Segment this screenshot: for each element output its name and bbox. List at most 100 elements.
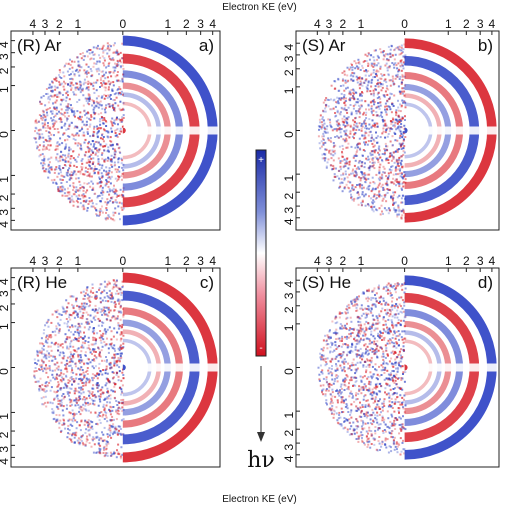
axis-title-bottom: Electron KE (eV) [222,494,297,505]
side-tick-d-0: 4 [282,281,296,288]
photon-arrow: hν [247,366,275,473]
top-tick-d-4: 0 [401,254,408,268]
top-tick-c-7: 3 [197,254,204,268]
side-tick-b-6: 2 [282,193,296,200]
side-tick-d-2: 2 [282,306,296,313]
noise-half-a [33,42,125,222]
side-tick-c-2: 2 [0,304,11,311]
top-tick-a-0: 4 [30,17,37,31]
top-tick-a-3: 1 [75,17,82,31]
top-tick-c-3: 1 [75,254,82,268]
top-tick-b-7: 3 [477,17,484,31]
panel-sample-d: (S) He [302,273,351,292]
top-tick-b-8: 4 [489,17,496,31]
photon-label: hν [247,448,275,473]
side-tick-d-7: 3 [282,443,296,450]
top-tick-b-4: 0 [401,17,408,31]
top-tick-b-3: 1 [358,17,365,31]
ring-half-b [404,38,499,223]
panel-letter-a: a) [199,36,214,55]
side-tick-b-1: 3 [282,55,296,62]
top-tick-a-7: 3 [197,17,204,31]
side-tick-b-0: 4 [282,44,296,51]
top-tick-a-2: 2 [56,17,63,31]
top-tick-c-4: 0 [119,254,126,268]
top-tick-c-6: 2 [183,254,190,268]
top-tick-c-2: 2 [56,254,63,268]
side-tick-b-2: 2 [282,69,296,76]
noise-half-c [33,279,125,460]
side-tick-c-0: 4 [0,278,11,285]
panel-sample-b: (S) Ar [302,36,346,55]
top-tick-b-5: 1 [445,17,452,31]
side-tick-d-5: 1 [282,411,296,418]
colorbar-gradient [255,149,267,357]
top-tick-d-0: 4 [314,254,321,268]
side-tick-a-4: 0 [0,131,11,138]
side-tick-c-4: 0 [0,368,11,375]
side-tick-d-8: 4 [282,455,296,462]
side-tick-b-4: 0 [282,131,296,138]
top-tick-a-8: 4 [209,17,216,31]
top-tick-d-7: 3 [477,254,484,268]
side-tick-a-3: 1 [0,86,11,93]
top-tick-b-1: 3 [326,17,333,31]
top-tick-c-5: 1 [164,254,171,268]
top-tick-d-6: 2 [463,254,470,268]
panel-letter-c: c) [200,273,214,292]
side-tick-a-2: 2 [0,67,11,74]
panel-sample-a: (R) Ar [17,36,62,55]
top-tick-d-1: 3 [326,254,333,268]
colorbar: + - [255,149,267,357]
panel-letter-b: b) [478,36,493,55]
ring-half-a [122,35,220,226]
noise-half-d [317,282,407,456]
top-tick-a-6: 2 [183,17,190,31]
top-tick-b-6: 2 [463,17,470,31]
noise-half-b [317,43,407,220]
top-tick-c-8: 4 [209,254,216,268]
top-tick-a-5: 1 [164,17,171,31]
side-tick-c-5: 1 [0,413,11,420]
top-tick-b-2: 2 [340,17,347,31]
side-tick-c-6: 2 [0,431,11,438]
top-tick-d-5: 1 [445,254,452,268]
side-tick-b-8: 4 [282,218,296,225]
top-tick-c-0: 4 [30,254,37,268]
side-tick-a-7: 3 [0,209,11,216]
top-tick-c-1: 3 [42,254,49,268]
side-tick-c-3: 1 [0,323,11,330]
top-tick-b-0: 4 [314,17,321,31]
top-tick-d-2: 2 [340,254,347,268]
side-tick-c-1: 3 [0,290,11,297]
panel-sample-c: (R) He [17,273,67,292]
top-tick-d-3: 1 [358,254,365,268]
side-tick-a-5: 1 [0,176,11,183]
axis-title-top: Electron KE (eV) [222,2,297,13]
panel-letter-d: d) [478,273,493,292]
colorbar-plus: + [258,155,264,166]
ring-half-d [404,275,499,460]
side-tick-a-1: 3 [0,53,11,60]
side-tick-b-3: 1 [282,87,296,94]
side-tick-b-5: 1 [282,174,296,181]
ring-half-c [122,272,220,463]
top-tick-a-1: 3 [42,17,49,31]
colorbar-minus: - [259,343,262,354]
side-tick-d-1: 3 [282,292,296,299]
side-tick-b-7: 3 [282,206,296,213]
side-tick-a-8: 4 [0,221,11,228]
side-tick-d-6: 2 [282,430,296,437]
side-tick-d-4: 0 [282,368,296,375]
side-tick-a-6: 2 [0,194,11,201]
side-tick-c-8: 4 [0,458,11,465]
top-tick-a-4: 0 [119,17,126,31]
side-tick-a-0: 4 [0,41,11,48]
top-tick-d-8: 4 [489,254,496,268]
side-tick-d-3: 1 [282,324,296,331]
